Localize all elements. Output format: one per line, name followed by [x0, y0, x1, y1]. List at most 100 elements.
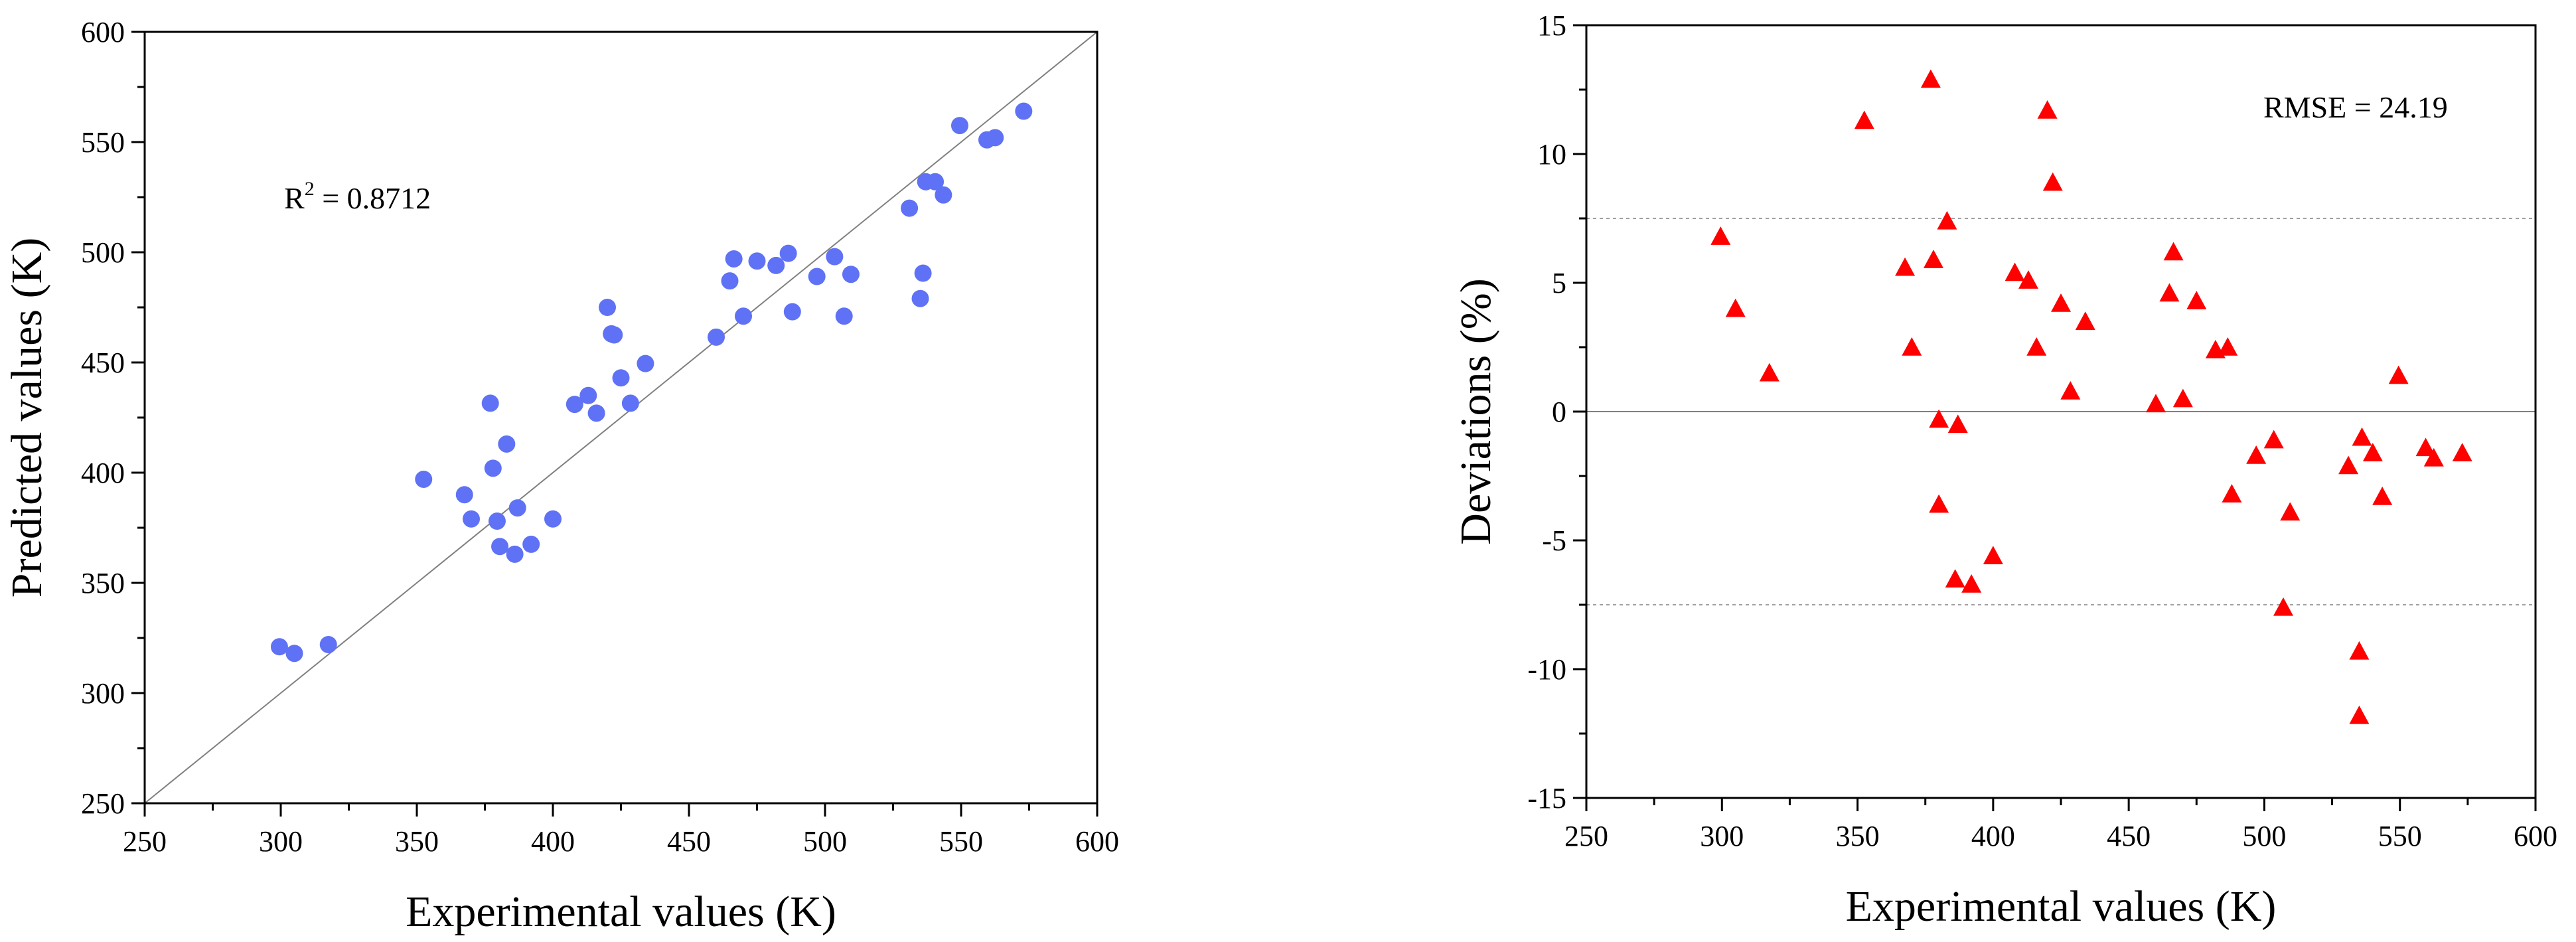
- x-tick-label: 300: [259, 825, 303, 858]
- y-tick-label: 0: [1552, 396, 1566, 428]
- data-point: [2005, 262, 2025, 281]
- data-point: [2423, 447, 2444, 467]
- data-point: [1759, 362, 1780, 382]
- data-point: [783, 303, 801, 321]
- data-point: [637, 354, 654, 372]
- x-tick-label: 450: [2107, 820, 2151, 852]
- y-axis-title: Deviations (%): [1452, 278, 1500, 544]
- data-point: [2146, 394, 2166, 413]
- data-point: [2218, 337, 2238, 356]
- x-tick-label: 300: [1700, 820, 1744, 852]
- data-point: [1945, 569, 1965, 588]
- data-point: [1015, 102, 1033, 120]
- data-point: [2186, 291, 2207, 309]
- data-point: [935, 186, 952, 204]
- data-point: [2263, 430, 2284, 449]
- data-point: [2163, 242, 2184, 261]
- data-point: [1710, 226, 1731, 245]
- data-point: [986, 129, 1004, 147]
- data-point: [621, 394, 639, 412]
- data-point: [835, 307, 853, 325]
- y-tick-label: 10: [1537, 138, 1566, 171]
- x-tick-label: 500: [2242, 820, 2286, 852]
- x-tick-label: 550: [2378, 820, 2422, 852]
- data-point: [748, 252, 766, 270]
- data-point: [463, 510, 480, 528]
- y-tick-label: 250: [81, 787, 125, 820]
- data-point: [498, 435, 516, 453]
- y-tick-label: 400: [81, 457, 125, 489]
- r-squared-value: = 0.8712: [315, 181, 431, 215]
- data-point: [2388, 365, 2409, 384]
- data-point: [612, 369, 630, 387]
- data-point: [1983, 546, 2003, 565]
- parity-line: [144, 31, 1098, 804]
- data-point: [2372, 487, 2393, 505]
- data-point: [2060, 380, 2081, 400]
- y-tick-label: 550: [81, 126, 125, 159]
- x-tick-label: 350: [1836, 820, 1880, 852]
- data-point: [721, 272, 739, 290]
- data-point: [1895, 257, 1916, 276]
- data-point: [2349, 705, 2370, 724]
- x-axis-title: Experimental values (K): [406, 888, 836, 936]
- x-tick-label: 400: [531, 825, 575, 858]
- data-point: [2159, 283, 2180, 302]
- y-tick-label: 600: [81, 16, 125, 48]
- x-tick-label: 450: [667, 825, 711, 858]
- data-point: [1902, 337, 1922, 356]
- r-squared-superscript: 2: [305, 178, 315, 200]
- data-point: [455, 486, 473, 504]
- data-point: [506, 545, 524, 563]
- data-point: [285, 645, 303, 663]
- x-tick-label: 600: [2514, 820, 2557, 852]
- data-point: [2075, 311, 2095, 330]
- y-tick-label: 450: [81, 347, 125, 379]
- data-point: [1923, 250, 1943, 268]
- data-point: [1937, 210, 1957, 230]
- data-point: [1929, 409, 1949, 428]
- data-point: [2352, 427, 2372, 446]
- data-point: [415, 470, 433, 488]
- data-point: [779, 244, 797, 262]
- data-point: [481, 394, 499, 412]
- data-point: [2273, 597, 2294, 616]
- data-point: [2452, 443, 2472, 461]
- data-point: [579, 386, 597, 404]
- data-point: [1920, 69, 1941, 88]
- data-point: [488, 512, 506, 530]
- data-point: [484, 459, 502, 477]
- r-squared-prefix: R: [284, 181, 305, 215]
- data-point: [1725, 298, 1746, 317]
- y-tick-label: 15: [1537, 9, 1566, 42]
- y-tick-label: 300: [81, 677, 125, 710]
- y-axis-title: Predicted values (K): [3, 238, 51, 597]
- x-tick-label: 250: [1564, 820, 1608, 852]
- x-axis-title: Experimental values (K): [1846, 882, 2277, 931]
- x-tick-label: 250: [123, 825, 167, 858]
- data-point: [491, 538, 509, 556]
- data-point: [544, 510, 562, 528]
- data-point: [587, 404, 605, 422]
- data-point: [2338, 455, 2359, 475]
- data-point: [605, 326, 623, 344]
- x-tick-label: 350: [395, 825, 439, 858]
- data-point: [508, 499, 526, 517]
- data-point: [2280, 502, 2301, 521]
- r-squared-label: R2 = 0.8712: [284, 178, 431, 215]
- y-tick-label: 500: [81, 236, 125, 269]
- data-point: [842, 266, 860, 283]
- data-point: [2362, 443, 2383, 461]
- data-point: [767, 256, 785, 274]
- data-point: [2222, 484, 2242, 503]
- data-point: [2037, 100, 2058, 119]
- data-point: [319, 635, 337, 653]
- y-tick-label: -10: [1527, 653, 1566, 686]
- data-point: [270, 638, 288, 656]
- data-point: [1961, 574, 1982, 593]
- predicted-vs-experimental-chart: 250 300 350 400 450 500 550 600 250 300 350 400 450 5…: [3, 16, 1119, 936]
- data-point: [2349, 641, 2370, 660]
- data-point: [2018, 270, 2038, 289]
- x-tick-label: 600: [1075, 825, 1119, 858]
